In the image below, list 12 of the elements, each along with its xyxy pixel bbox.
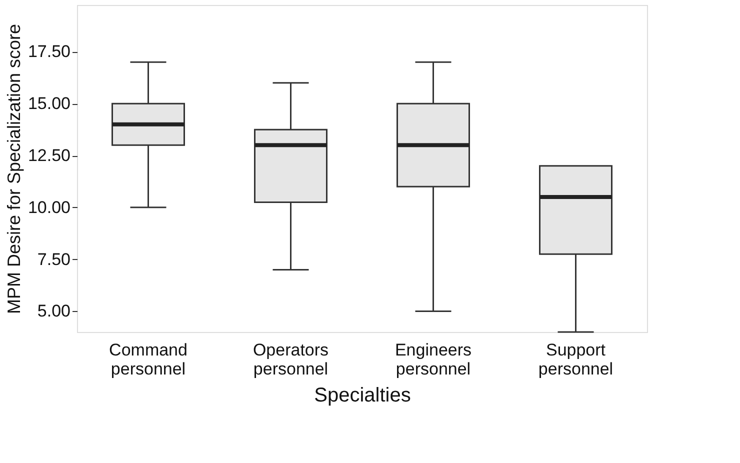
y-tick-label: 7.50 [37, 250, 70, 269]
y-tick-label: 12.50 [28, 146, 70, 166]
x-tick-label: Support personnel [538, 340, 614, 378]
x-tick-label: Operators personnel [252, 340, 329, 378]
y-tick-label: 15.00 [28, 94, 70, 114]
y-tick-label: 5.00 [37, 302, 70, 321]
y-tick-label: 10.00 [28, 198, 70, 217]
y-tick-label: 17.50 [28, 42, 70, 62]
x-tick-label: Command personnel [109, 340, 188, 378]
y-axis-title: MPM Desire for Specialization score [4, 24, 24, 314]
x-axis-title: Specialties [314, 384, 411, 406]
x-tick-label: Engineers personnel [394, 340, 472, 378]
